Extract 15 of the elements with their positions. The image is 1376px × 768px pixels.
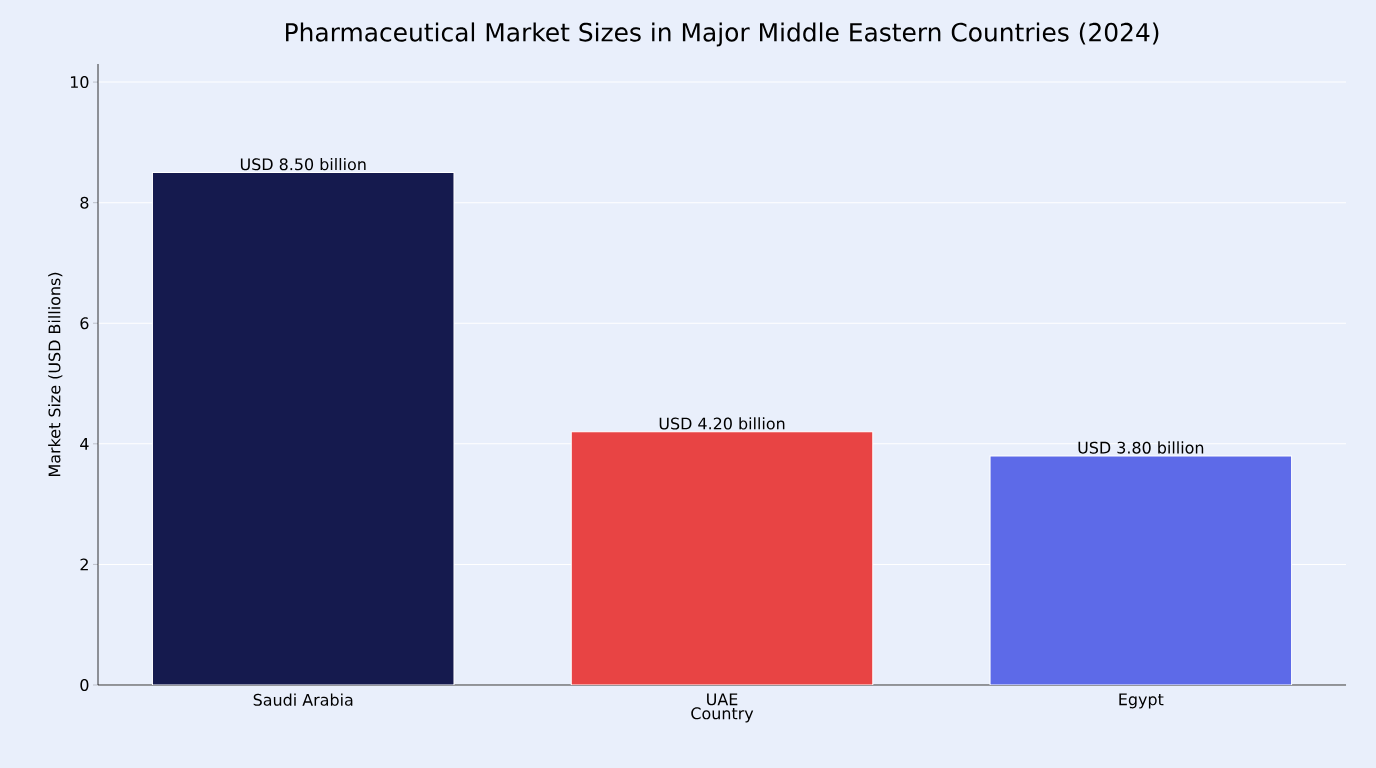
- x-tick-label: UAE: [707, 693, 738, 706]
- data-label: USD 4.20 billion: [659, 417, 785, 430]
- chart-title: Pharmaceutical Market Sizes in Major Middle Eastern Countries (2024): [286, 22, 1159, 47]
- x-axis-title: Country: [691, 707, 754, 723]
- y-tick-label: 10: [70, 76, 89, 89]
- y-tick-label: 4: [80, 438, 89, 450]
- y-tick-label: 6: [80, 317, 89, 330]
- x-tick-label: Egypt: [1119, 693, 1164, 709]
- y-tick-label: 8: [80, 196, 89, 209]
- data-label: USD 8.50 billion: [240, 157, 366, 171]
- y-tick-label: 2: [80, 558, 88, 571]
- y-tick-label: 0: [80, 678, 89, 692]
- y-axis-title: Market Size (USD Billions): [48, 272, 63, 476]
- x-tick-label: Saudi Arabia: [253, 693, 353, 706]
- data-label: USD 3.80 billion: [1078, 441, 1204, 454]
